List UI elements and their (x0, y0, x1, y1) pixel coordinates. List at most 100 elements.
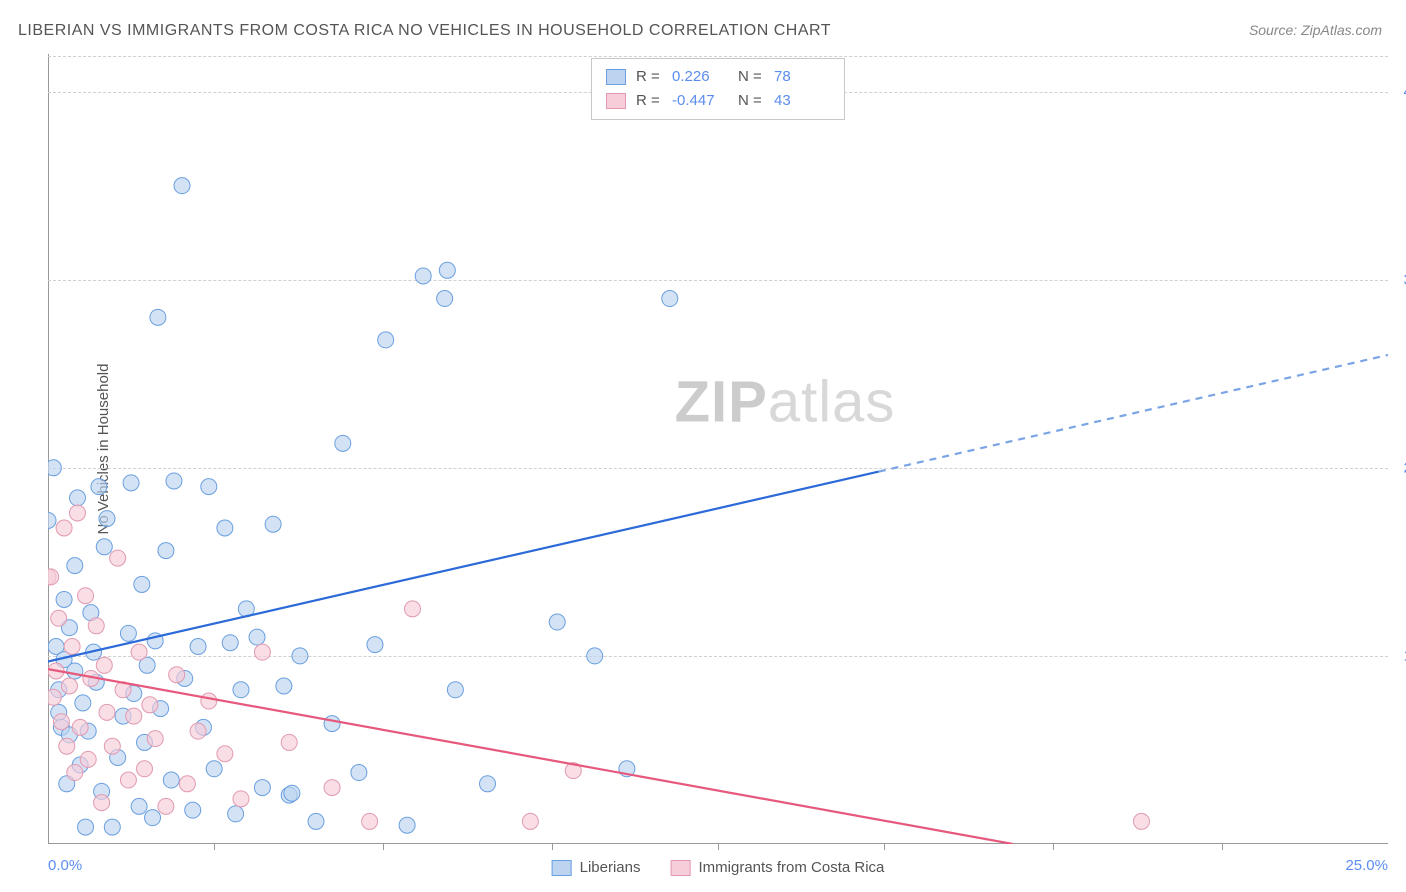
scatter-point (104, 819, 120, 835)
stats-legend: R = 0.226 N = 78R = -0.447 N = 43 (591, 58, 845, 120)
scatter-point (147, 731, 163, 747)
scatter-point (64, 639, 80, 655)
scatter-point (281, 734, 297, 750)
scatter-point (190, 723, 206, 739)
scatter-point (48, 689, 61, 705)
scatter-point (110, 550, 126, 566)
scatter-point (228, 806, 244, 822)
scatter-point (292, 648, 308, 664)
stats-legend-row: R =0.226N =78 (606, 65, 830, 89)
legend-swatch (606, 69, 626, 85)
series-legend-label: Immigrants from Costa Rica (699, 859, 885, 876)
scatter-point (131, 644, 147, 660)
scatter-point (324, 780, 340, 796)
scatter-point (67, 558, 83, 574)
scatter-point (201, 693, 217, 709)
n-value: 78 (774, 65, 830, 89)
trend-line-dashed (879, 355, 1388, 472)
scatter-point (378, 332, 394, 348)
n-value: 43 (774, 89, 830, 113)
scatter-point (142, 697, 158, 713)
scatter-point (437, 291, 453, 307)
scatter-point (185, 802, 201, 818)
scatter-point (522, 813, 538, 829)
scatter-point (284, 785, 300, 801)
scatter-point (1133, 813, 1149, 829)
scatter-point (447, 682, 463, 698)
scatter-point (233, 791, 249, 807)
r-value: -0.447 (672, 89, 728, 113)
scatter-point (276, 678, 292, 694)
scatter-point (163, 772, 179, 788)
scatter-point (587, 648, 603, 664)
scatter-point (174, 178, 190, 194)
x-tick-label: 25.0% (1345, 857, 1388, 874)
scatter-point (51, 610, 67, 626)
scatter-point (59, 738, 75, 754)
scatter-point (190, 639, 206, 655)
scatter-point (308, 813, 324, 829)
scatter-point (549, 614, 565, 630)
x-tick-mark (1053, 844, 1054, 850)
scatter-point (120, 625, 136, 641)
scatter-point (222, 635, 238, 651)
scatter-point (67, 765, 83, 781)
scatter-point (249, 629, 265, 645)
scatter-point (53, 714, 69, 730)
scatter-point (99, 511, 115, 527)
scatter-point (158, 543, 174, 559)
scatter-point (48, 512, 56, 528)
legend-swatch (552, 860, 572, 876)
scatter-point (136, 761, 152, 777)
scatter-point (48, 569, 59, 585)
scatter-point (217, 520, 233, 536)
scatter-point (201, 479, 217, 495)
scatter-point (78, 819, 94, 835)
scatter-point (233, 682, 249, 698)
scatter-point (56, 591, 72, 607)
scatter-point (367, 637, 383, 653)
scatter-point (324, 716, 340, 732)
scatter-point (415, 268, 431, 284)
scatter-point (362, 813, 378, 829)
scatter-point (131, 798, 147, 814)
scatter-point (72, 719, 88, 735)
scatter-point (158, 798, 174, 814)
series-legend: LiberiansImmigrants from Costa Rica (552, 859, 885, 876)
x-tick-label: 0.0% (48, 857, 82, 874)
legend-swatch (606, 93, 626, 109)
x-tick-mark (1222, 844, 1223, 850)
scatter-point (126, 708, 142, 724)
chart-title: LIBERIAN VS IMMIGRANTS FROM COSTA RICA N… (18, 22, 831, 40)
scatter-point (56, 520, 72, 536)
x-tick-mark (552, 844, 553, 850)
source-label: Source: ZipAtlas.com (1249, 22, 1382, 38)
stats-legend-row: R = -0.447 N = 43 (606, 89, 830, 113)
scatter-point (61, 678, 77, 694)
r-label: R = (636, 89, 662, 113)
scatter-point (265, 516, 281, 532)
scatter-point (91, 479, 107, 495)
scatter-point (67, 663, 83, 679)
scatter-point (254, 780, 270, 796)
source-prefix: Source: (1249, 22, 1301, 38)
source-value: ZipAtlas.com (1301, 22, 1382, 38)
plot-region: ZIPatlas 10.0%20.0%30.0%40.0%0.0%25.0% (48, 54, 1388, 844)
scatter-point (150, 309, 166, 325)
scatter-point (134, 576, 150, 592)
trend-line (48, 472, 879, 662)
r-value: 0.226 (672, 65, 728, 89)
scatter-point (99, 704, 115, 720)
n-label: N = (738, 65, 764, 89)
x-tick-mark (214, 844, 215, 850)
n-label: N = (738, 89, 764, 113)
scatter-point (123, 475, 139, 491)
scatter-point (145, 810, 161, 826)
scatter-svg (48, 54, 1388, 844)
scatter-point (48, 460, 61, 476)
scatter-point (335, 435, 351, 451)
scatter-point (96, 657, 112, 673)
scatter-point (169, 667, 185, 683)
scatter-point (104, 738, 120, 754)
series-legend-item: Immigrants from Costa Rica (671, 859, 885, 876)
